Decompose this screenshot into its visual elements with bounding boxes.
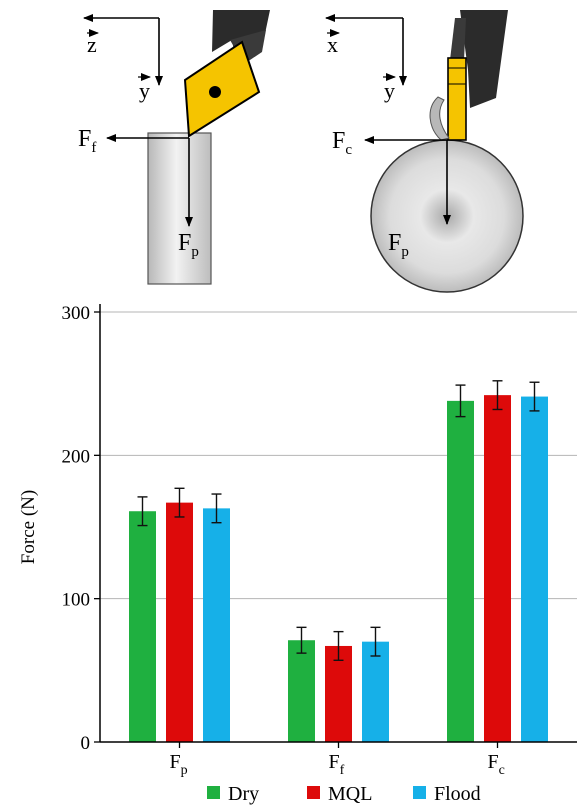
bar-dry-1 <box>129 511 156 742</box>
y-tick-label: 100 <box>62 590 91 611</box>
legend-label: Dry <box>228 783 259 805</box>
legend: Dry MQL Flood <box>207 783 481 805</box>
x-tick-label: Fc <box>488 751 505 778</box>
bar-flood-2 <box>362 641 389 742</box>
y-tick-label: 200 <box>62 446 91 467</box>
tool-holder <box>460 10 508 108</box>
error-bar-flood-2 <box>370 626 381 657</box>
force-fp-label: Fp <box>178 230 199 260</box>
tool-holder-lower <box>230 30 266 64</box>
error-bar-dry-2 <box>296 626 307 654</box>
legend-label: MQL <box>328 783 372 805</box>
left-diagram: z y Ff Fp <box>78 10 270 285</box>
y-tick-label: 300 <box>62 303 91 324</box>
y-tick-labels: 0 100 200 300 <box>62 303 100 754</box>
bars <box>129 395 548 742</box>
right-diagram: x y Fc Fp <box>325 10 524 293</box>
bar-flood-1 <box>203 508 230 742</box>
error-bar-mql-2 <box>333 630 344 661</box>
error-bar-mql-1 <box>174 487 185 518</box>
legend-item-mql: MQL <box>307 783 372 805</box>
chip <box>429 96 450 141</box>
error-bar-dry-1 <box>137 496 148 527</box>
legend-item-flood: Flood <box>413 783 481 805</box>
error-bar-flood-1 <box>211 493 222 524</box>
y-tick-label: 0 <box>81 733 91 754</box>
error-bar-mql-3 <box>492 380 503 411</box>
legend-swatch <box>413 786 426 799</box>
cutting-insert <box>183 40 261 138</box>
y-axis-label: Force (N) <box>18 490 39 564</box>
x-tick-label: Ff <box>329 751 345 778</box>
axis-y-label: y <box>138 73 151 103</box>
legend-swatch <box>307 786 320 799</box>
bar-mql-2 <box>325 645 352 742</box>
insert-screw <box>209 86 221 98</box>
svg-text:y: y <box>384 78 395 103</box>
force-fc-label: Fc <box>332 128 352 158</box>
svg-text:z: z <box>87 32 97 57</box>
workpiece-block <box>147 132 212 285</box>
svg-text:y: y <box>139 78 150 103</box>
axis-z-label: z <box>87 29 99 57</box>
bar-chart: 0 100 200 300 Fp Ff Fc Force (N) Dry MQL Flood <box>18 303 577 805</box>
legend-swatch <box>207 786 220 799</box>
x-tick-labels: Fp Ff Fc <box>170 742 505 778</box>
axis-y-label: y <box>383 73 396 103</box>
tool-tip-dark <box>450 18 466 60</box>
force-fp-label: Fp <box>388 230 409 260</box>
error-bars <box>137 380 540 661</box>
error-bar-dry-3 <box>455 384 466 418</box>
svg-text:x: x <box>327 32 338 57</box>
x-tick-label: Fp <box>170 751 188 778</box>
force-ff-label: Ff <box>78 126 96 156</box>
axis-x-label: x <box>327 29 340 57</box>
bar-mql-3 <box>484 395 511 742</box>
bar-mql-1 <box>166 502 193 742</box>
legend-label: Flood <box>434 783 481 805</box>
bar-flood-3 <box>521 396 548 742</box>
legend-item-dry: Dry <box>207 783 259 805</box>
cutting-insert <box>447 57 467 141</box>
bar-dry-2 <box>288 640 315 742</box>
bar-dry-3 <box>447 400 474 742</box>
error-bar-flood-3 <box>529 381 540 412</box>
